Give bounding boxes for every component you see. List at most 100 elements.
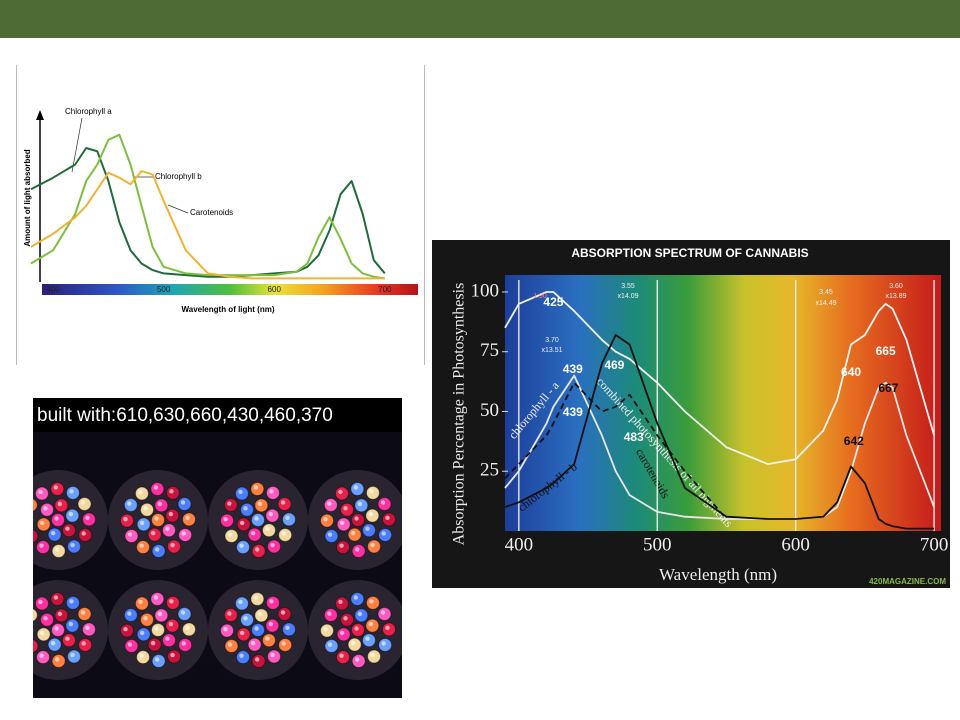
led-glow — [180, 610, 186, 615]
led-glow — [153, 485, 159, 490]
led-glow — [70, 652, 75, 658]
led-glow — [353, 485, 359, 490]
led-glow — [281, 531, 286, 536]
measure-label: 1.90 — [533, 293, 547, 300]
led-glow — [154, 657, 160, 662]
x-tick-label: 500 — [643, 534, 672, 555]
led-glow — [43, 506, 48, 511]
led-glow — [169, 599, 174, 604]
led-glow — [270, 652, 275, 658]
led-glow — [354, 626, 359, 631]
legend-label: Chlorophyll a — [65, 107, 112, 116]
led-glow — [239, 543, 244, 548]
led-glow — [257, 611, 263, 617]
measure-label: 3.45 — [819, 289, 833, 296]
measure-label: 3.60 — [889, 283, 903, 290]
led-glow — [154, 547, 160, 552]
caption-bar — [33, 398, 402, 432]
led — [33, 639, 39, 653]
led-glow — [127, 642, 133, 647]
led-glow — [268, 511, 274, 517]
series-line — [504, 374, 935, 520]
led-glow — [281, 641, 286, 646]
led-glow — [23, 517, 27, 521]
measure-label: 3.70 — [545, 337, 559, 344]
cannabis-chart: ABSORPTION SPECTRUM OF CANNABIS Waveleng… — [432, 240, 950, 588]
led-glow — [223, 516, 228, 522]
legend-label: Chlorophyll b — [155, 172, 202, 181]
led-glow — [343, 616, 348, 621]
led-glow — [170, 652, 175, 658]
led-glow — [157, 611, 163, 617]
led-glow — [170, 542, 175, 548]
led-glow — [39, 653, 44, 658]
led-glow — [39, 520, 45, 526]
led-glow — [153, 595, 159, 600]
led-glow — [285, 515, 290, 521]
led-glow — [54, 657, 60, 662]
led-glow — [85, 515, 90, 521]
led-glow — [123, 626, 128, 632]
chart-title: ABSORPTION SPECTRUM OF CANNABIS — [571, 246, 808, 260]
led-glow — [339, 520, 345, 526]
led-glow — [227, 642, 233, 647]
led-glow — [181, 641, 186, 646]
led-glow — [339, 653, 344, 658]
peak-label: 469 — [604, 358, 624, 372]
led-glow — [238, 599, 243, 605]
led-glow — [239, 520, 245, 526]
led-glow — [254, 657, 260, 662]
led-glow — [265, 526, 270, 531]
led-glow — [369, 489, 374, 494]
y-tick-label: 25 — [480, 460, 499, 481]
led — [33, 529, 39, 543]
spectrum-background — [505, 275, 941, 531]
led — [33, 627, 35, 635]
y-tick-label: 75 — [480, 340, 499, 361]
x-tick-label: 400 — [46, 285, 60, 294]
led-glow — [50, 640, 56, 646]
led-glow — [54, 626, 59, 631]
led-glow — [385, 515, 390, 521]
led-glow — [357, 501, 363, 507]
led-glow — [368, 511, 374, 517]
led-glow — [354, 516, 359, 521]
y-tick-label: 100 — [471, 280, 500, 301]
led-glow — [181, 531, 186, 536]
led-glow — [138, 489, 143, 495]
led-glow — [243, 506, 248, 511]
led-glow — [354, 547, 360, 552]
led-glow — [250, 640, 256, 646]
watermark: 420MAGAZINE.COM — [869, 577, 946, 586]
led-glow — [85, 625, 90, 631]
measure-label: x14.09 — [617, 293, 638, 300]
led-glow — [270, 542, 275, 548]
led-glow — [253, 485, 259, 490]
led-glow — [243, 616, 248, 621]
led-glow — [327, 501, 332, 506]
led-glow — [238, 489, 243, 495]
led-glow — [80, 500, 86, 505]
led-glow — [53, 485, 59, 490]
led-glow — [380, 610, 386, 615]
led-glow — [138, 599, 143, 605]
led-glow — [354, 657, 360, 662]
led-glow — [327, 642, 333, 647]
callout-line — [167, 204, 189, 214]
series-line — [30, 133, 385, 280]
led-glow — [139, 630, 145, 636]
led-glow — [23, 627, 27, 631]
led-glow — [81, 531, 86, 536]
led-glow — [280, 610, 286, 615]
led-glow — [70, 542, 75, 548]
led-glow — [370, 542, 375, 548]
led-glow — [357, 611, 363, 617]
led-glow — [157, 501, 163, 507]
callout-line — [71, 117, 83, 173]
led-glow — [369, 599, 374, 604]
led-glow — [39, 630, 45, 636]
led-glow — [81, 641, 86, 646]
led-glow — [269, 599, 274, 604]
